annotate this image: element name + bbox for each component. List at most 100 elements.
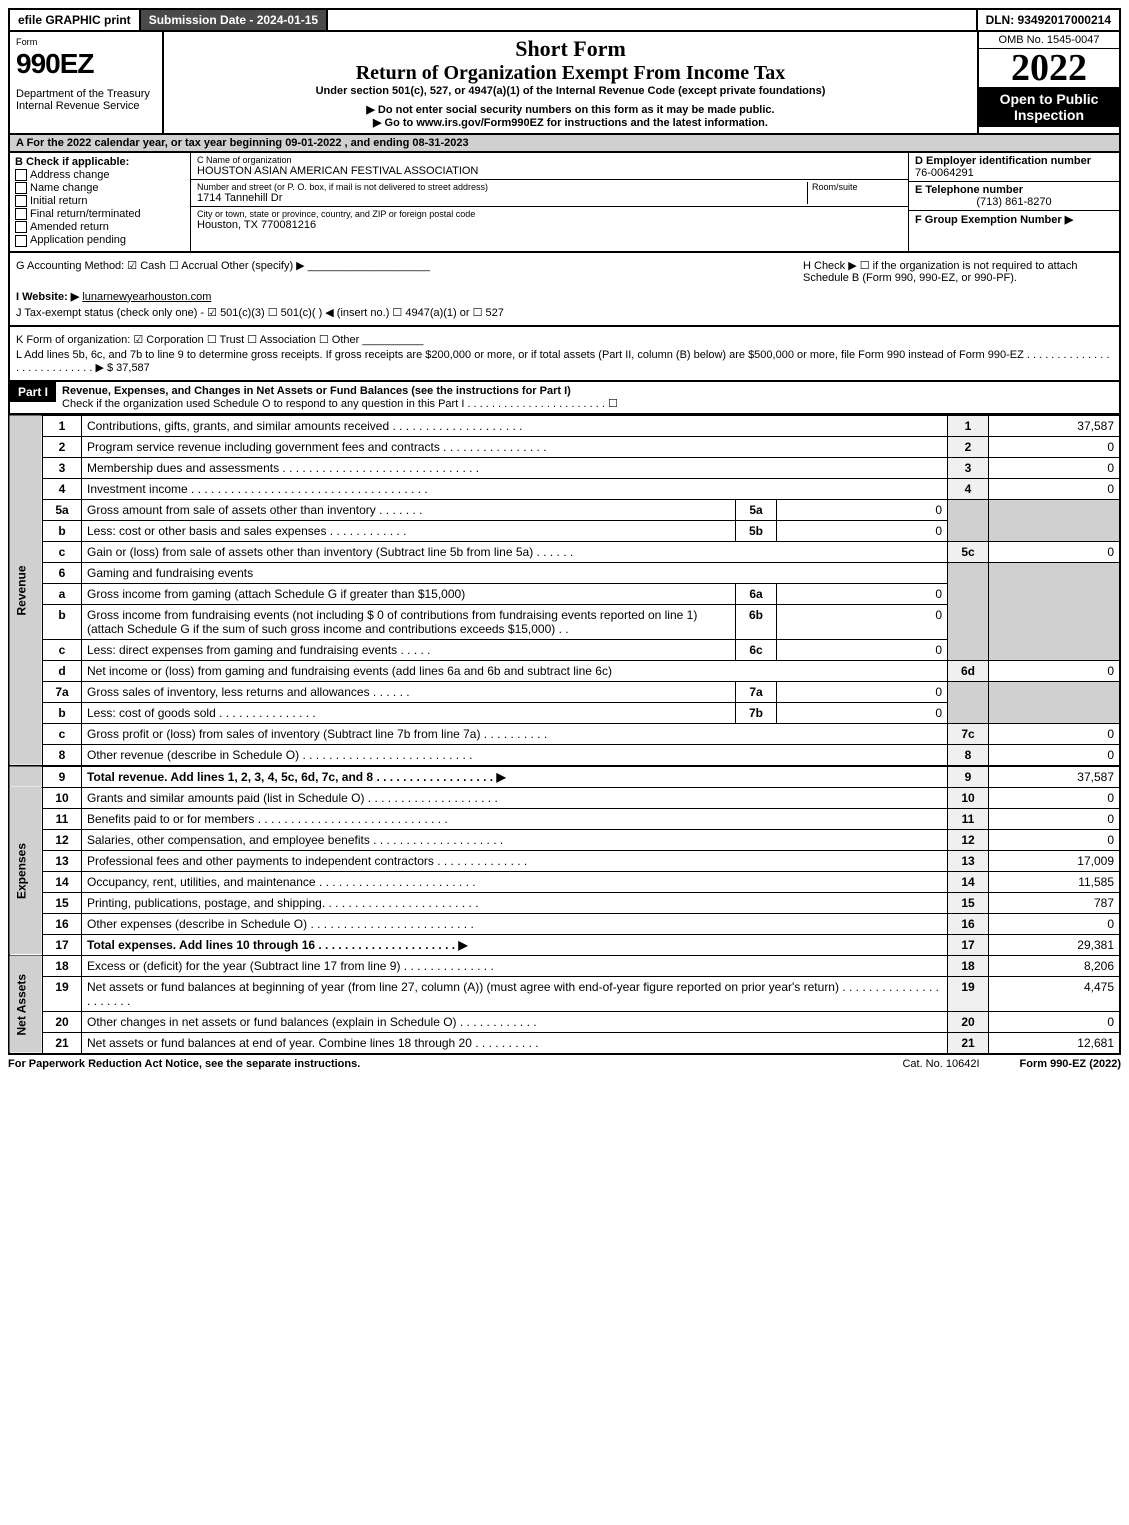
subtitle: Under section 501(c), 527, or 4947(a)(1)… — [172, 85, 969, 97]
line-7b-desc: Less: cost of goods sold . . . . . . . .… — [82, 702, 736, 723]
line-17-amount: 29,381 — [989, 934, 1121, 955]
line-3-desc: Membership dues and assessments . . . . … — [82, 457, 948, 478]
ein-label: D Employer identification number — [915, 155, 1091, 167]
check-initial-return[interactable]: Initial return — [15, 195, 185, 207]
accounting-method[interactable]: G Accounting Method: ☑ Cash ☐ Accrual Ot… — [16, 259, 803, 284]
paperwork-notice: For Paperwork Reduction Act Notice, see … — [8, 1058, 360, 1070]
check-amended-return[interactable]: Amended return — [15, 221, 185, 233]
part1-check-note[interactable]: Check if the organization used Schedule … — [62, 398, 618, 410]
form-header: Form 990EZ Department of the Treasury In… — [8, 32, 1121, 135]
line-5b-desc: Less: cost or other basis and sales expe… — [82, 520, 736, 541]
line-21-amount: 12,681 — [989, 1032, 1121, 1054]
line-20-amount: 0 — [989, 1011, 1121, 1032]
form-number-footer: Form 990-EZ (2022) — [1020, 1058, 1121, 1070]
line-12-amount: 0 — [989, 829, 1121, 850]
check-final-return[interactable]: Final return/terminated — [15, 208, 185, 220]
line-14-desc: Occupancy, rent, utilities, and maintena… — [82, 871, 948, 892]
line-1-amount: 37,587 — [989, 415, 1121, 436]
column-def: D Employer identification number 76-0064… — [908, 153, 1119, 251]
netassets-sidelabel: Net Assets — [9, 955, 43, 1054]
schedule-b-check[interactable]: H Check ▶ ☐ if the organization is not r… — [803, 259, 1113, 284]
line-16-desc: Other expenses (describe in Schedule O) … — [82, 913, 948, 934]
org-name: HOUSTON ASIAN AMERICAN FESTIVAL ASSOCIAT… — [197, 165, 902, 177]
line-6a-desc: Gross income from gaming (attach Schedul… — [82, 583, 736, 604]
line-11-desc: Benefits paid to or for members . . . . … — [82, 808, 948, 829]
header-left: Form 990EZ Department of the Treasury In… — [10, 32, 164, 133]
city-label: City or town, state or province, country… — [197, 209, 902, 219]
efile-label: efile GRAPHIC print — [10, 10, 141, 30]
line-7a-subval: 0 — [777, 681, 948, 702]
line-18-amount: 8,206 — [989, 955, 1121, 976]
addr-label: Number and street (or P. O. box, if mail… — [197, 182, 807, 192]
catalog-number: Cat. No. 10642I — [902, 1058, 979, 1070]
page-footer: For Paperwork Reduction Act Notice, see … — [8, 1055, 1121, 1073]
line-6b-subval: 0 — [777, 604, 948, 639]
line-6-desc: Gaming and fundraising events — [82, 562, 948, 583]
line-7c-amount: 0 — [989, 723, 1121, 744]
tax-year: 2022 — [979, 49, 1119, 87]
line-9-amount: 37,587 — [989, 766, 1121, 788]
line-9-desc: Total revenue. Add lines 1, 2, 3, 4, 5c,… — [82, 766, 948, 788]
room-suite-label: Room/suite — [807, 182, 902, 204]
line-17-desc: Total expenses. Add lines 10 through 16 … — [82, 934, 948, 955]
city-state-zip: Houston, TX 770081216 — [197, 219, 902, 231]
line-8-amount: 0 — [989, 744, 1121, 766]
form-of-organization[interactable]: K Form of organization: ☑ Corporation ☐ … — [16, 333, 1113, 346]
line-6c-desc: Less: direct expenses from gaming and fu… — [82, 639, 736, 660]
check-address-change[interactable]: Address change — [15, 169, 185, 181]
line-11-amount: 0 — [989, 808, 1121, 829]
phone-value: (713) 861-8270 — [915, 196, 1113, 208]
line-7c-desc: Gross profit or (loss) from sales of inv… — [82, 723, 948, 744]
instr-ssn: ▶ Do not enter social security numbers o… — [172, 103, 969, 116]
line-21-desc: Net assets or fund balances at end of ye… — [82, 1032, 948, 1054]
gross-receipts-note: L Add lines 5b, 6c, and 7b to line 9 to … — [16, 349, 1113, 374]
street-address: 1714 Tannehill Dr — [197, 192, 807, 204]
line-6c-subval: 0 — [777, 639, 948, 660]
line-5b-subval: 0 — [777, 520, 948, 541]
line-7b-subval: 0 — [777, 702, 948, 723]
col-b-title: B Check if applicable: — [15, 156, 129, 168]
form-number: 990EZ — [16, 48, 156, 80]
line-num-1: 1 — [43, 415, 82, 436]
tax-exempt-status[interactable]: J Tax-exempt status (check only one) - ☑… — [16, 306, 1113, 319]
dln-label: DLN: 93492017000214 — [976, 10, 1119, 30]
line-7a-desc: Gross sales of inventory, less returns a… — [82, 681, 736, 702]
line-6a-subval: 0 — [777, 583, 948, 604]
column-c-org-info: C Name of organization HOUSTON ASIAN AME… — [191, 153, 908, 251]
line-10-amount: 0 — [989, 787, 1121, 808]
top-bar: efile GRAPHIC print Submission Date - 20… — [8, 8, 1121, 32]
instr-goto[interactable]: ▶ Go to www.irs.gov/Form990EZ for instru… — [172, 116, 969, 129]
website-label: I Website: ▶ — [16, 291, 79, 303]
line-6d-amount: 0 — [989, 660, 1121, 681]
form-label: Form — [16, 37, 37, 47]
expenses-sidelabel: Expenses — [9, 787, 43, 955]
phone-label: E Telephone number — [915, 184, 1023, 196]
line-1-desc: Contributions, gifts, grants, and simila… — [82, 415, 948, 436]
submission-date: Submission Date - 2024-01-15 — [141, 10, 328, 30]
line-5a-desc: Gross amount from sale of assets other t… — [82, 499, 736, 520]
line-19-amount: 4,475 — [989, 976, 1121, 1011]
dept-label: Department of the Treasury Internal Reve… — [16, 88, 156, 112]
header-right: OMB No. 1545-0047 2022 Open to Public In… — [977, 32, 1119, 133]
line-14-amount: 11,585 — [989, 871, 1121, 892]
line-12-desc: Salaries, other compensation, and employ… — [82, 829, 948, 850]
part1-header: Part I — [10, 382, 56, 402]
part1-title: Revenue, Expenses, and Changes in Net As… — [62, 385, 571, 397]
revenue-sidelabel: Revenue — [9, 415, 43, 766]
check-application-pending[interactable]: Application pending — [15, 234, 185, 246]
line-15-desc: Printing, publications, postage, and shi… — [82, 892, 948, 913]
return-title: Return of Organization Exempt From Incom… — [172, 62, 969, 85]
line-2-amount: 0 — [989, 436, 1121, 457]
short-form-title: Short Form — [172, 36, 969, 62]
part1-table: Revenue 1 Contributions, gifts, grants, … — [8, 415, 1121, 1055]
line-1-box: 1 — [948, 415, 989, 436]
line-5a-subval: 0 — [777, 499, 948, 520]
check-name-change[interactable]: Name change — [15, 182, 185, 194]
block-bcdef: B Check if applicable: Address change Na… — [8, 153, 1121, 253]
line-8-desc: Other revenue (describe in Schedule O) .… — [82, 744, 948, 766]
header-center: Short Form Return of Organization Exempt… — [164, 32, 977, 133]
org-name-label: C Name of organization — [197, 155, 902, 165]
website-link[interactable]: lunarnewyearhouston.com — [82, 291, 211, 303]
line-4-amount: 0 — [989, 478, 1121, 499]
line-13-amount: 17,009 — [989, 850, 1121, 871]
